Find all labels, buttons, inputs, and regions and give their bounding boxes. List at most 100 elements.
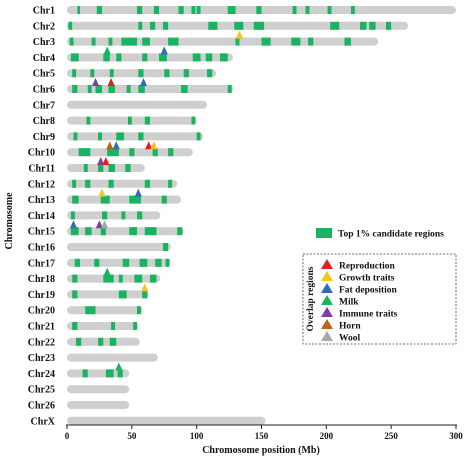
y-tick-label: Chr17	[28, 258, 55, 269]
candidate-region	[90, 69, 95, 78]
overlap-marker-reproduction	[102, 157, 110, 165]
candidate-region	[95, 85, 103, 93]
candidate-region	[191, 6, 196, 14]
chromosome-chr26	[67, 401, 130, 409]
candidate-region	[256, 6, 262, 14]
candidate-region	[126, 85, 131, 93]
candidate-region	[149, 274, 157, 283]
candidate-region	[111, 322, 115, 330]
candidate-region	[121, 211, 126, 220]
candidate-region	[196, 132, 201, 141]
candidate-region	[117, 369, 123, 378]
candidate-region	[162, 21, 169, 30]
candidate-region	[68, 21, 73, 30]
chromosome-chr5	[67, 69, 217, 78]
overlap-marker-milk	[103, 46, 111, 55]
chromosome-bar	[67, 211, 161, 220]
candidate-region	[234, 21, 244, 30]
legend-label-reproduction: Reproduction	[339, 262, 395, 272]
legend-triangle-growth	[321, 271, 333, 281]
chromosome-chr23	[67, 353, 158, 362]
y-axis-label: Chromosome	[4, 192, 15, 250]
candidate-region	[327, 6, 332, 14]
candidate-region	[83, 164, 88, 172]
legend-triangle-immune	[321, 307, 333, 317]
candidate-region	[122, 258, 130, 267]
overlap-marker-wool	[101, 220, 109, 229]
overlap-marker-fat	[69, 220, 78, 229]
chromosome-bars	[67, 6, 456, 425]
candidate-region	[73, 132, 78, 141]
overlap-marker-immune	[95, 220, 104, 229]
y-tick-label: Chr3	[33, 37, 55, 48]
chromosome-chr6	[67, 78, 233, 93]
candidate-region	[144, 116, 150, 125]
candidate-region	[292, 6, 297, 14]
candidate-region	[134, 274, 143, 283]
chromosome-chr13	[67, 188, 182, 204]
y-tick-label: Chr4	[33, 53, 55, 64]
candidate-region	[196, 6, 201, 14]
candidate-region	[70, 53, 79, 62]
candidate-region	[72, 69, 77, 78]
y-tick-label: Chr21	[28, 322, 55, 333]
candidate-region	[125, 164, 131, 172]
candidate-region	[168, 148, 174, 157]
candidate-region	[78, 148, 91, 157]
legend-label-fat: Fat deposition	[339, 286, 398, 296]
candidate-region	[108, 179, 114, 188]
chromosome-bar	[67, 385, 130, 394]
candidate-region	[72, 195, 79, 204]
legend-triangle-milk	[321, 295, 333, 305]
candidate-region	[360, 21, 367, 30]
chromosome-chr3	[67, 30, 379, 46]
candidate-region	[305, 6, 310, 14]
candidate-region	[152, 148, 158, 157]
y-tick-label: Chr25	[28, 385, 55, 396]
candidate-region	[70, 227, 79, 236]
candidate-region	[91, 37, 96, 46]
candidate-region	[142, 290, 148, 299]
overlap-marker-fat	[112, 141, 120, 150]
candidate-region	[77, 6, 80, 14]
legend: Top 1% candidate regions Overlap regions R…	[302, 228, 457, 345]
candidate-region	[142, 37, 150, 46]
candidate-region	[159, 53, 167, 62]
candidate-region	[109, 69, 114, 78]
candidate-region	[153, 6, 160, 14]
candidate-region	[137, 306, 141, 315]
y-tick-labels: Chr1 Chr2 Chr3 Chr4 Chr5 Chr6 Chr7 Chr8 Chr9 Chr1…	[28, 6, 56, 428]
y-tick-label: Chr12	[28, 179, 55, 190]
legend-label-horn: Horn	[339, 322, 361, 332]
candidate-region	[235, 37, 240, 46]
chromosome-bar	[67, 306, 143, 315]
x-tick-label: 300	[449, 431, 463, 441]
chromosome-bar	[67, 401, 130, 409]
candidate-region	[168, 37, 179, 46]
candidate-region	[98, 337, 104, 346]
candidate-region	[191, 116, 196, 125]
candidate-region	[116, 53, 122, 62]
candidate-region	[208, 21, 218, 30]
candidate-region	[137, 6, 143, 14]
candidate-region	[85, 179, 91, 188]
legend-triangle-fat	[321, 283, 333, 293]
y-tick-label: Chr20	[28, 306, 55, 317]
overlap-legend-box	[302, 253, 457, 345]
x-tick-label: 0	[65, 431, 70, 441]
candidate-region	[227, 85, 232, 93]
candidate-region	[72, 179, 77, 188]
candidate-region	[181, 85, 188, 93]
chromosome-bar	[67, 132, 204, 141]
y-tick-label: Chr1	[33, 6, 55, 17]
legend-candidate-swatch	[316, 228, 332, 238]
candidate-region	[105, 369, 114, 378]
chromosome-chr12	[67, 179, 178, 188]
candidate-region	[369, 21, 376, 30]
candidate-region	[308, 37, 314, 46]
candidate-region	[139, 258, 148, 267]
candidate-region	[129, 148, 135, 157]
candidate-region	[116, 132, 125, 141]
candidate-region	[107, 148, 119, 157]
y-tick-label: Chr22	[28, 337, 55, 348]
